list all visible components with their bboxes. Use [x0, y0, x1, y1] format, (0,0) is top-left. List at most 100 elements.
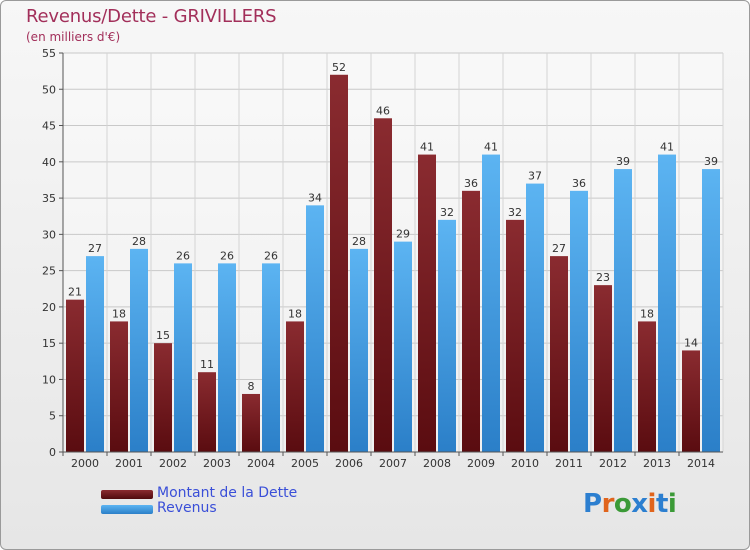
bar-dette-2001: [110, 321, 128, 452]
data-label-dette-2014: 14: [684, 336, 698, 349]
data-label-revenus-2001: 28: [132, 235, 146, 248]
proxiti-logo: Proxiti: [583, 489, 677, 519]
x-tick-label: 2001: [115, 457, 143, 470]
grid-layer: [62, 52, 724, 453]
y-tick-label: 20: [42, 301, 56, 314]
bar-dette-2005: [286, 321, 304, 452]
chart-title: Revenus/Dette - GRIVILLERS: [26, 6, 277, 27]
chart-subtitle: (en milliers d'€): [26, 30, 121, 44]
data-label-dette-2010: 32: [508, 206, 522, 219]
bar-revenus-2005: [306, 205, 324, 452]
logo-letter: r: [601, 489, 615, 519]
logo-letter: o: [613, 489, 632, 519]
bar-revenus-2001: [130, 248, 148, 452]
bar-revenus-2002: [174, 263, 192, 452]
bar-revenus-2013: [658, 154, 676, 452]
plot-area: [63, 53, 723, 452]
y-tick-label: 15: [42, 337, 56, 350]
x-tick-label: 2007: [379, 457, 407, 470]
y-tick-label: 55: [42, 47, 56, 60]
x-tick-label: 2004: [247, 457, 275, 470]
y-tick-label: 10: [42, 373, 56, 386]
legend-label-dette: Montant de la Dette: [157, 485, 298, 501]
y-tick-label: 5: [49, 410, 56, 423]
y-tick-label: 50: [42, 83, 56, 96]
x-tick-label: 2009: [467, 457, 495, 470]
data-label-revenus-2004: 26: [264, 249, 278, 262]
bar-revenus-2000: [86, 256, 104, 452]
bar-dette-2009: [462, 190, 480, 452]
bar-dette-2010: [506, 219, 524, 452]
logo-letter: P: [583, 489, 602, 519]
data-label-dette-2005: 18: [288, 307, 302, 320]
data-label-dette-2011: 27: [552, 242, 566, 255]
x-tick-label: 2008: [423, 457, 451, 470]
data-label-dette-2009: 36: [464, 177, 478, 190]
y-tick-label: 45: [42, 120, 56, 133]
bar-revenus-2003: [218, 263, 236, 452]
x-tick-label: 2010: [511, 457, 539, 470]
bar-dette-2014: [682, 350, 700, 452]
bar-revenus-2006: [350, 248, 368, 452]
data-label-dette-2007: 46: [376, 104, 390, 117]
data-label-revenus-2008: 32: [440, 206, 454, 219]
x-tick-label: 2002: [159, 457, 187, 470]
bar-revenus-2014: [702, 169, 720, 452]
bar-revenus-2011: [570, 190, 588, 452]
bar-dette-2007: [374, 118, 392, 453]
bar-revenus-2007: [394, 241, 412, 452]
data-label-revenus-2014: 39: [704, 155, 718, 168]
legend-swatch-dette: [101, 490, 153, 499]
bar-dette-2002: [154, 343, 172, 452]
data-label-revenus-2011: 36: [572, 177, 586, 190]
x-tick-label: 2011: [555, 457, 583, 470]
data-label-revenus-2012: 39: [616, 155, 630, 168]
data-label-revenus-2005: 34: [308, 191, 322, 204]
data-label-dette-2004: 8: [248, 380, 255, 393]
y-tick-label: 30: [42, 228, 56, 241]
x-tick-label: 2003: [203, 457, 231, 470]
data-label-revenus-2007: 29: [396, 228, 410, 241]
y-tick-label: 0: [49, 446, 56, 459]
bar-dette-2008: [418, 154, 436, 452]
logo-letter: x: [631, 489, 648, 519]
bar-revenus-2008: [438, 219, 456, 452]
data-label-dette-2013: 18: [640, 307, 654, 320]
bar-dette-2006: [330, 74, 348, 452]
x-tick-label: 2000: [71, 457, 99, 470]
logo-letter: i: [667, 489, 677, 519]
x-tick-label: 2014: [687, 457, 715, 470]
bar-dette-2011: [550, 256, 568, 452]
x-tick-label: 2006: [335, 457, 363, 470]
logo-letter: i: [647, 489, 657, 519]
bar-dette-2000: [66, 299, 84, 452]
y-tick-label: 25: [42, 265, 56, 278]
bar-dette-2012: [594, 285, 612, 452]
bar-dette-2013: [638, 321, 656, 452]
legend-label-revenus: Revenus: [157, 500, 217, 516]
data-label-revenus-2013: 41: [660, 141, 674, 154]
bar-revenus-2010: [526, 183, 544, 452]
data-label-revenus-2010: 37: [528, 170, 542, 183]
data-label-dette-2008: 41: [420, 141, 434, 154]
bar-revenus-2004: [262, 263, 280, 452]
bar-revenus-2012: [614, 169, 632, 452]
data-label-dette-2006: 52: [332, 61, 346, 74]
data-label-dette-2012: 23: [596, 271, 610, 284]
data-label-revenus-2002: 26: [176, 249, 190, 262]
bar-dette-2004: [242, 393, 260, 452]
data-label-dette-2001: 18: [112, 307, 126, 320]
y-tick-label: 40: [42, 156, 56, 169]
legend-swatch-revenus: [101, 505, 153, 514]
y-tick-label: 35: [42, 192, 56, 205]
data-label-revenus-2000: 27: [88, 242, 102, 255]
bar-dette-2003: [198, 372, 216, 452]
bar-revenus-2009: [482, 154, 500, 452]
x-tick-label: 2005: [291, 457, 319, 470]
x-tick-label: 2013: [643, 457, 671, 470]
bar-layer: 21 27 18 28 15 26 11 26 8 26 18 34 52 28 46 29 41 32 36 41 3…: [66, 61, 720, 453]
data-label-dette-2003: 11: [200, 358, 214, 371]
x-tick-label: 2012: [599, 457, 627, 470]
